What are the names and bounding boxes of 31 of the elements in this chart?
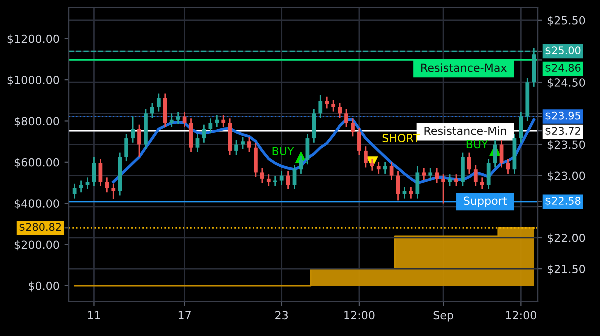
y2-tick-label: $22.00 (548, 234, 586, 244)
x-tick-label: Sep (434, 311, 454, 322)
ref-line-label: Support (464, 196, 508, 208)
y2-tick-label: $22.58 (546, 196, 581, 206)
y-tick-label: $200.00 (14, 240, 60, 251)
x-tick-label: 11 (88, 311, 100, 320)
y2-tick-label: $21.50 (548, 264, 586, 275)
y2-tick-label: $23.72 (546, 127, 580, 136)
y2-tick-label: $24.86 (546, 64, 581, 74)
y-tick-label: $0.00 (29, 282, 60, 292)
data-label: SHORT (382, 134, 420, 142)
y-tick-label: $280.82 (20, 223, 62, 233)
y2-tick-label: $23.00 (548, 172, 586, 182)
y-tick-label: $1000.00 (8, 76, 60, 86)
y-tick-label: $400.00 (14, 199, 60, 210)
y-tick-label: $1200.00 (8, 34, 60, 45)
y2-tick-label: $25.00 (546, 46, 581, 56)
x-tick-label: 12:00 (344, 311, 375, 320)
x-tick-label: 12:00 (506, 311, 536, 320)
x-tick-label: 23 (276, 311, 288, 320)
y2-tick-label: $23.95 (546, 112, 580, 122)
y2-tick-label: $24.50 (548, 78, 586, 88)
y-tick-label: $600.00 (14, 158, 60, 168)
y2-tick-label: $25.50 (548, 16, 586, 26)
y2-tick-label: $23.50 (548, 140, 586, 151)
data-label: BUY (272, 147, 294, 156)
ref-line-label: Resistance-Max (422, 64, 507, 72)
y-tick-label: $800.00 (14, 117, 60, 128)
x-tick-label: 17 (178, 311, 191, 320)
ref-line-label: Resistance-Min (424, 126, 506, 136)
data-label: BUY (466, 140, 488, 149)
